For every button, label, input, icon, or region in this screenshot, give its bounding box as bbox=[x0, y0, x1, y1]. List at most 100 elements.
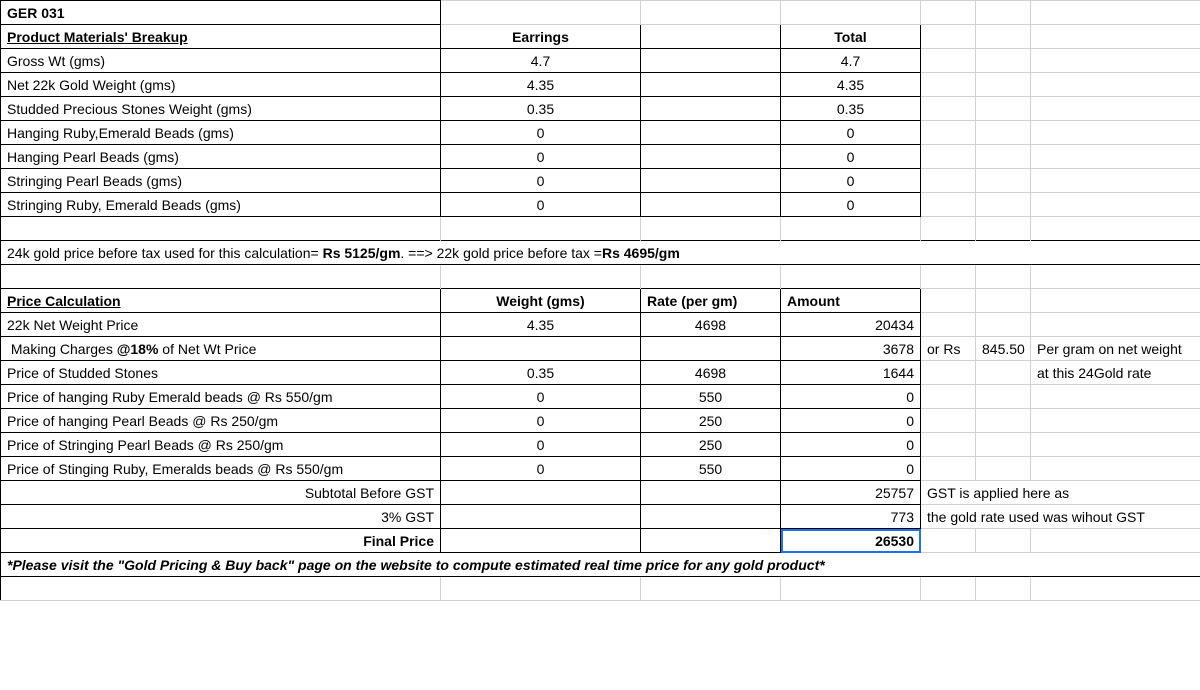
material-earrings[interactable]: 0 bbox=[441, 169, 641, 193]
price-weight[interactable]: 0 bbox=[441, 433, 641, 457]
table-row: Product Materials' Breakup Earrings Tota… bbox=[1, 25, 1200, 49]
table-row: Gross Wt (gms) 4.7 4.7 bbox=[1, 49, 1200, 73]
table-row: Stringing Pearl Beads (gms) 0 0 bbox=[1, 169, 1200, 193]
price-amount[interactable]: 20434 bbox=[781, 313, 921, 337]
material-total[interactable]: 0 bbox=[781, 193, 921, 217]
side-note[interactable]: GST is applied here as bbox=[921, 481, 1200, 505]
price-weight[interactable] bbox=[441, 337, 641, 361]
price-amount[interactable]: 0 bbox=[781, 433, 921, 457]
material-label[interactable]: Gross Wt (gms) bbox=[1, 49, 441, 73]
table-row: Price of hanging Ruby Emerald beads @ Rs… bbox=[1, 385, 1200, 409]
gold-note-mid: . ==> 22k gold price before tax = bbox=[400, 245, 602, 261]
table-row: Hanging Ruby,Emerald Beads (gms) 0 0 bbox=[1, 121, 1200, 145]
table-row: Final Price 26530 bbox=[1, 529, 1200, 553]
spreadsheet-table[interactable]: GER 031 Product Materials' Breakup Earri… bbox=[0, 0, 1200, 601]
price-amount[interactable]: 3678 bbox=[781, 337, 921, 361]
material-total[interactable]: 0 bbox=[781, 169, 921, 193]
table-row: 24k gold price before tax used for this … bbox=[1, 241, 1200, 265]
table-row: Hanging Pearl Beads (gms) 0 0 bbox=[1, 145, 1200, 169]
table-row bbox=[1, 217, 1200, 241]
price-weight[interactable]: 0 bbox=[441, 409, 641, 433]
rate-header[interactable]: Rate (per gm) bbox=[641, 289, 781, 313]
material-earrings[interactable]: 0.35 bbox=[441, 97, 641, 121]
price-weight[interactable]: 4.35 bbox=[441, 313, 641, 337]
price-label[interactable]: Price of Studded Stones bbox=[1, 361, 441, 385]
table-row: Price of hanging Pearl Beads @ Rs 250/gm… bbox=[1, 409, 1200, 433]
material-label[interactable]: Net 22k Gold Weight (gms) bbox=[1, 73, 441, 97]
table-row: GER 031 bbox=[1, 1, 1200, 25]
price-weight[interactable]: 0 bbox=[441, 457, 641, 481]
material-total[interactable]: 0.35 bbox=[781, 97, 921, 121]
table-row: Subtotal Before GST 25757 GST is applied… bbox=[1, 481, 1200, 505]
price-calc-header[interactable]: Price Calculation bbox=[1, 289, 441, 313]
price-label[interactable]: Price of hanging Pearl Beads @ Rs 250/gm bbox=[1, 409, 441, 433]
subtotal-label[interactable]: Subtotal Before GST bbox=[1, 481, 441, 505]
side-note[interactable]: 845.50 bbox=[976, 337, 1031, 361]
earrings-header[interactable]: Earrings bbox=[441, 25, 641, 49]
price-amount[interactable]: 0 bbox=[781, 457, 921, 481]
side-note[interactable]: Per gram on net weight bbox=[1031, 337, 1200, 361]
gold-rate-22k: Rs 4695/gm bbox=[602, 245, 680, 261]
table-row: 22k Net Weight Price 4.35 4698 20434 bbox=[1, 313, 1200, 337]
table-row: Price of Stinging Ruby, Emeralds beads @… bbox=[1, 457, 1200, 481]
material-earrings[interactable]: 4.7 bbox=[441, 49, 641, 73]
material-earrings[interactable]: 0 bbox=[441, 121, 641, 145]
gst-amount[interactable]: 773 bbox=[781, 505, 921, 529]
price-rate[interactable]: 550 bbox=[641, 385, 781, 409]
gold-note-prefix: 24k gold price before tax used for this … bbox=[7, 245, 323, 261]
material-earrings[interactable]: 0 bbox=[441, 145, 641, 169]
gold-price-note[interactable]: 24k gold price before tax used for this … bbox=[1, 241, 1200, 265]
price-amount[interactable]: 0 bbox=[781, 385, 921, 409]
table-row: Price of Stringing Pearl Beads @ Rs 250/… bbox=[1, 433, 1200, 457]
material-total[interactable]: 4.7 bbox=[781, 49, 921, 73]
price-rate[interactable]: 250 bbox=[641, 433, 781, 457]
product-title[interactable]: GER 031 bbox=[1, 1, 441, 25]
side-note[interactable]: the gold rate used was wihout GST bbox=[921, 505, 1200, 529]
table-row bbox=[1, 577, 1200, 601]
material-label[interactable]: Hanging Pearl Beads (gms) bbox=[1, 145, 441, 169]
table-row: 3% GST 773 the gold rate used was wihout… bbox=[1, 505, 1200, 529]
gst-label[interactable]: 3% GST bbox=[1, 505, 441, 529]
material-total[interactable]: 0 bbox=[781, 121, 921, 145]
price-rate[interactable] bbox=[641, 337, 781, 361]
price-weight[interactable]: 0 bbox=[441, 385, 641, 409]
price-label[interactable]: Price of hanging Ruby Emerald beads @ Rs… bbox=[1, 385, 441, 409]
material-label[interactable]: Studded Precious Stones Weight (gms) bbox=[1, 97, 441, 121]
price-label[interactable]: Making Charges @18% of Net Wt Price bbox=[1, 337, 441, 361]
gold-rate-24k: Rs 5125/gm bbox=[323, 245, 401, 261]
subtotal-amount[interactable]: 25757 bbox=[781, 481, 921, 505]
material-total[interactable]: 4.35 bbox=[781, 73, 921, 97]
material-label[interactable]: Stringing Pearl Beads (gms) bbox=[1, 169, 441, 193]
table-row: Making Charges @18% of Net Wt Price 3678… bbox=[1, 337, 1200, 361]
price-amount[interactable]: 0 bbox=[781, 409, 921, 433]
price-rate[interactable]: 550 bbox=[641, 457, 781, 481]
side-note[interactable]: at this 24Gold rate bbox=[1031, 361, 1200, 385]
material-total[interactable]: 0 bbox=[781, 145, 921, 169]
material-earrings[interactable]: 0 bbox=[441, 193, 641, 217]
total-header[interactable]: Total bbox=[781, 25, 921, 49]
material-label[interactable]: Hanging Ruby,Emerald Beads (gms) bbox=[1, 121, 441, 145]
materials-header[interactable]: Product Materials' Breakup bbox=[1, 25, 441, 49]
table-row: Price Calculation Weight (gms) Rate (per… bbox=[1, 289, 1200, 313]
table-row: Stringing Ruby, Emerald Beads (gms) 0 0 bbox=[1, 193, 1200, 217]
price-amount[interactable]: 1644 bbox=[781, 361, 921, 385]
side-note[interactable]: or Rs bbox=[921, 337, 976, 361]
price-label[interactable]: 22k Net Weight Price bbox=[1, 313, 441, 337]
price-label[interactable]: Price of Stinging Ruby, Emeralds beads @… bbox=[1, 457, 441, 481]
table-row: Studded Precious Stones Weight (gms) 0.3… bbox=[1, 97, 1200, 121]
material-label[interactable]: Stringing Ruby, Emerald Beads (gms) bbox=[1, 193, 441, 217]
price-weight[interactable]: 0.35 bbox=[441, 361, 641, 385]
amount-header[interactable]: Amount bbox=[781, 289, 921, 313]
table-row: Net 22k Gold Weight (gms) 4.35 4.35 bbox=[1, 73, 1200, 97]
weight-header[interactable]: Weight (gms) bbox=[441, 289, 641, 313]
final-price-amount[interactable]: 26530 bbox=[781, 529, 921, 553]
table-row: Price of Studded Stones 0.35 4698 1644 a… bbox=[1, 361, 1200, 385]
footnote[interactable]: *Please visit the "Gold Pricing & Buy ba… bbox=[1, 553, 1200, 577]
table-row bbox=[1, 265, 1200, 289]
price-label[interactable]: Price of Stringing Pearl Beads @ Rs 250/… bbox=[1, 433, 441, 457]
material-earrings[interactable]: 4.35 bbox=[441, 73, 641, 97]
price-rate[interactable]: 4698 bbox=[641, 361, 781, 385]
final-price-label[interactable]: Final Price bbox=[1, 529, 441, 553]
price-rate[interactable]: 250 bbox=[641, 409, 781, 433]
price-rate[interactable]: 4698 bbox=[641, 313, 781, 337]
